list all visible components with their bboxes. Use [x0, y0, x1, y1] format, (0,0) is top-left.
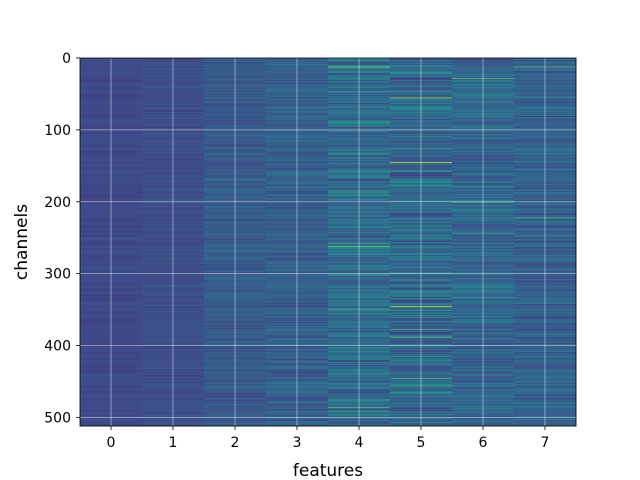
x-tick-label: 0	[107, 435, 116, 451]
y-tick-label: 300	[44, 267, 71, 283]
y-axis: 0 100 200 300 400 500	[44, 51, 80, 426]
y-tick-label: 0	[62, 51, 71, 67]
plot-frame	[79, 57, 577, 427]
plot-area	[80, 58, 577, 427]
y-tick-label: 400	[44, 339, 71, 355]
x-axis: 0 1 2 3 4 5 6 7	[107, 426, 550, 451]
y-tick-label: 100	[44, 123, 71, 139]
x-axis-label: features	[293, 461, 363, 480]
y-tick-label: 200	[44, 195, 71, 211]
y-tick-label: 500	[44, 410, 71, 426]
x-tick-label: 4	[355, 435, 364, 451]
x-tick-label: 6	[479, 435, 488, 451]
y-axis-label: channels	[12, 204, 32, 280]
x-tick-label: 3	[293, 435, 302, 451]
grid-lines	[80, 57, 576, 426]
x-tick-label: 7	[541, 435, 550, 451]
x-tick-label: 1	[169, 435, 178, 451]
x-tick-label: 5	[417, 435, 426, 451]
x-tick-label: 2	[231, 435, 240, 451]
